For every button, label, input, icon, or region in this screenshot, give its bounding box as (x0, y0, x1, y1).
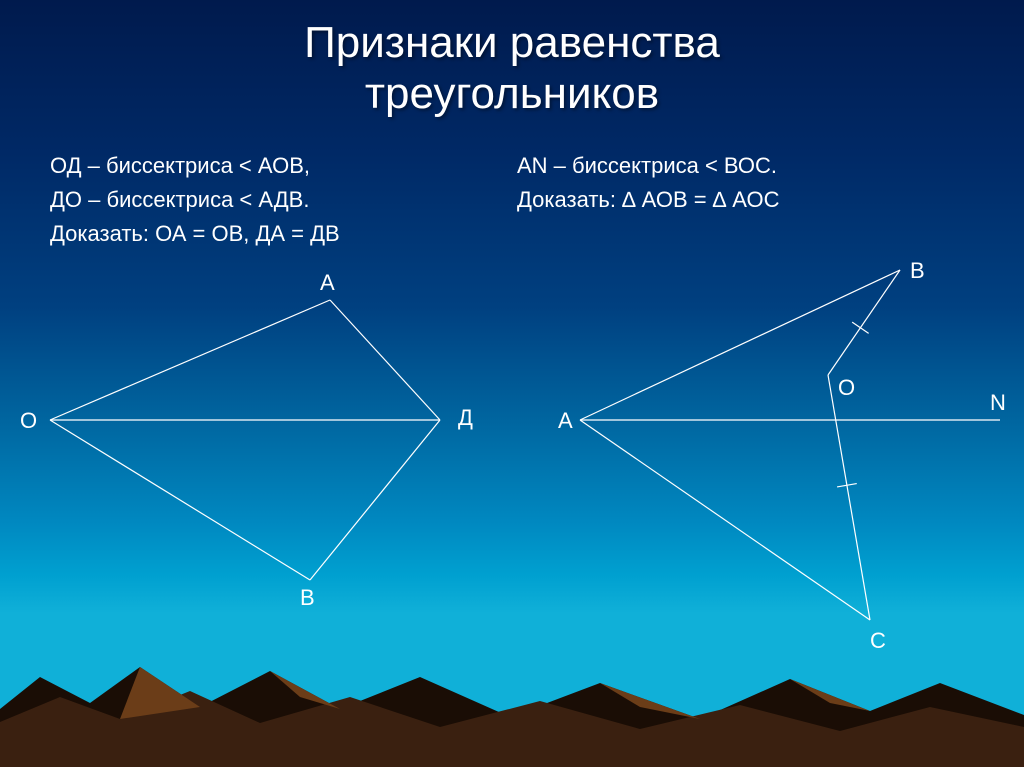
label-A-left: А (320, 270, 335, 296)
left-line-1: ОД – биссектриса < АОВ, (50, 149, 507, 183)
label-A-right: А (558, 408, 573, 434)
diagrams-area: О А Д В А В О N С (0, 280, 1024, 680)
left-line-3: Доказать: ОА = ОВ, ДА = ДВ (50, 217, 507, 251)
diagram-left (10, 280, 490, 640)
label-B-left: В (300, 585, 315, 611)
title-line-1: Признаки равенства (304, 18, 720, 67)
label-B-right: В (910, 258, 925, 284)
diagram-right (540, 280, 1020, 660)
mountains-background (0, 627, 1024, 767)
label-O-right: О (838, 375, 855, 401)
label-O-left: О (20, 408, 37, 434)
right-line-2: Доказать: ∆ АОВ = ∆ АОС (517, 183, 974, 217)
left-column: ОД – биссектриса < АОВ, ДО – биссектриса… (50, 149, 507, 251)
title-line-2: треугольников (365, 69, 659, 118)
right-line-1: АN – биссектриса < ВОС. (517, 149, 974, 183)
right-column: АN – биссектриса < ВОС. Доказать: ∆ АОВ … (507, 149, 974, 251)
label-N-right: N (990, 390, 1006, 416)
left-line-2: ДО – биссектриса < АДВ. (50, 183, 507, 217)
label-D-left: Д (458, 405, 473, 431)
slide-title: Признаки равенства треугольников (0, 0, 1024, 119)
text-columns: ОД – биссектриса < АОВ, ДО – биссектриса… (0, 119, 1024, 251)
